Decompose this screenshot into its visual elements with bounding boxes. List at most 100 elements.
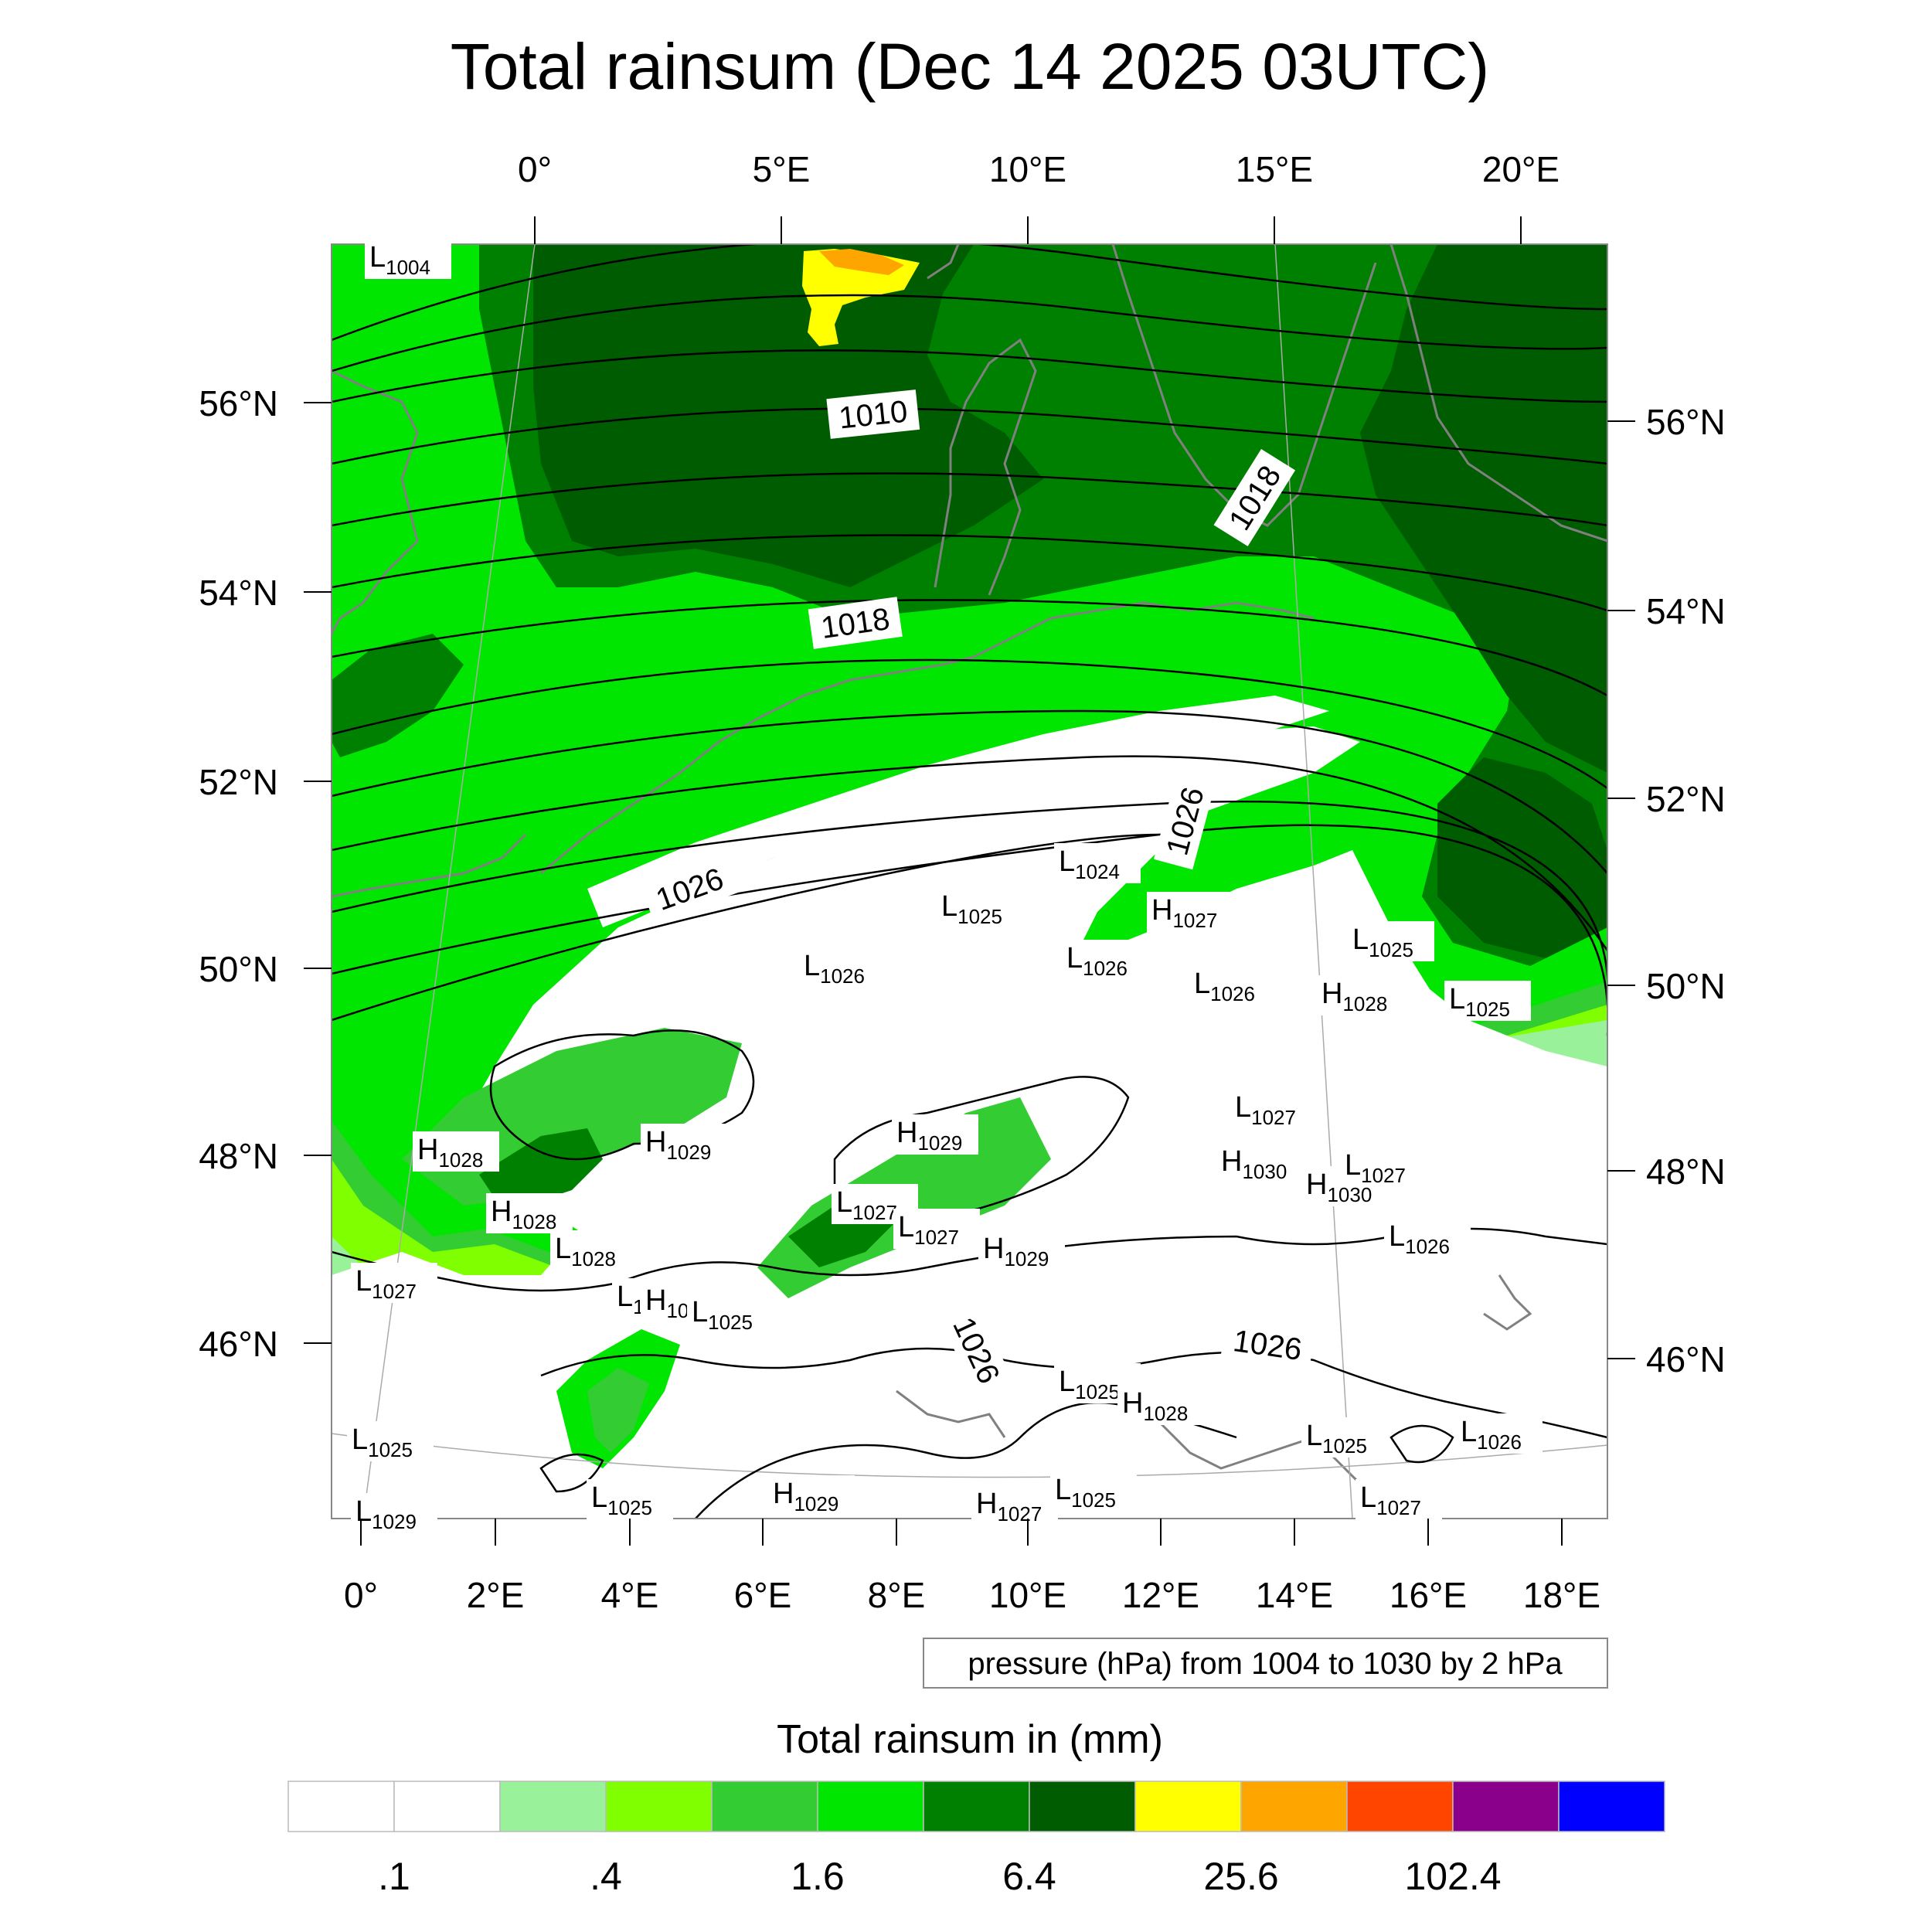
colorbar-swatch-8 — [1134, 1781, 1242, 1832]
colorbar — [287, 1781, 1665, 1832]
isobar-5 — [332, 472, 1607, 527]
colorbar-swatch-6 — [923, 1781, 1030, 1832]
left-lat-axis — [304, 402, 332, 1344]
colorbar-swatch-5 — [817, 1781, 924, 1832]
pressure-center-h-11: H1028 — [413, 1131, 499, 1172]
top-lon-label-0: 0° — [518, 149, 552, 189]
bottom-lon-axis — [360, 1519, 1563, 1546]
isobar-3 — [332, 349, 1607, 403]
pressure-center-l-22: L1026 — [1384, 1218, 1471, 1258]
meridian-0 — [362, 244, 536, 1519]
svg-text:1010: 1010 — [837, 394, 909, 435]
rain-patch-heavy-belgium — [479, 1128, 603, 1206]
coastline-norway — [927, 244, 960, 280]
left-lat-label-3: 50°N — [199, 949, 278, 989]
pressure-center-l-37: L1029 — [351, 1493, 437, 1533]
bottom-lon-label-4: 8°E — [868, 1575, 926, 1615]
contour-label-1018-a: 1018 — [808, 597, 903, 649]
isobar-11 — [332, 800, 1607, 1005]
bottom-lon-label-6: 12°E — [1122, 1575, 1199, 1615]
isobar-8 — [332, 658, 1607, 790]
left-lat-label-2: 52°N — [199, 762, 278, 802]
bottom-lon-label-5: 10°E — [989, 1575, 1066, 1615]
pressure-center-l-35: L1025 — [587, 1479, 673, 1519]
rain-patch-very-heavy-east — [1360, 244, 1607, 773]
rain-field-very-heavy — [533, 244, 1043, 587]
map-frame — [331, 243, 1608, 1519]
pressure-center-l-20: L1028 — [550, 1230, 637, 1270]
isobar-1028-blob-west — [489, 1029, 755, 1161]
left-lat-label-5: 46°N — [199, 1324, 278, 1364]
isobar-9 — [332, 709, 1607, 874]
pressure-center-label: L1025 — [591, 1481, 652, 1519]
isobar-7 — [332, 599, 1607, 697]
isobars — [332, 244, 1607, 1519]
pressure-center-l-26: L1025 — [687, 1294, 774, 1334]
pressure-center-h-3: H1027 — [1147, 892, 1233, 932]
pressure-center-l-10: L1027 — [1230, 1089, 1317, 1129]
pressure-center-l-33: L1025 — [1050, 1471, 1137, 1512]
isobar-12 — [332, 824, 1607, 1036]
meridian-15e — [1274, 244, 1353, 1519]
pressure-center-l-23: L1027 — [351, 1263, 437, 1303]
colorbar-swatch-9 — [1240, 1781, 1348, 1832]
colorbar-tick-label-3: 6.4 — [1002, 1855, 1056, 1898]
right-lat-label-2: 52°N — [1646, 779, 1726, 819]
pressure-center-l-6: L1025 — [1348, 921, 1434, 961]
pressure-center-l-19: L1027 — [893, 1209, 980, 1249]
colorbar-title: Total rainsum in (mm) — [777, 1717, 1163, 1762]
top-lon-label-4: 20°E — [1482, 149, 1560, 189]
bottom-lon-label-8: 16°E — [1389, 1575, 1467, 1615]
colorbar-tick-label-2: 1.6 — [791, 1855, 845, 1898]
pressure-center-l-7: L1026 — [1189, 965, 1276, 1005]
contour-label-1010: 1010 — [826, 389, 920, 439]
left-lat-label-4: 48°N — [199, 1136, 278, 1176]
coastline-continent — [540, 601, 1315, 875]
colorbar-swatch-12 — [1558, 1781, 1665, 1832]
bottom-lon-label-1: 2°E — [467, 1575, 525, 1615]
top-lon-axis — [534, 216, 1522, 244]
pressure-center-h-13: H1029 — [892, 1114, 978, 1155]
pressure-center-h-17: H1028 — [486, 1193, 573, 1233]
colorbar-tick-label-4: 25.6 — [1203, 1855, 1278, 1898]
pressure-center-l-4: L1026 — [799, 947, 886, 988]
isobar-1 — [332, 244, 1607, 342]
dry-band-north — [587, 696, 1329, 927]
left-lat-label-0: 56°N — [199, 383, 278, 423]
colorbar-swatch-4 — [711, 1781, 818, 1832]
rain-patch-very-heavy-se — [1437, 757, 1607, 958]
pressure-center-h-34: H1029 — [768, 1475, 855, 1515]
right-lat-axis — [1607, 420, 1635, 1359]
pressure-center-h-28: H1028 — [1117, 1385, 1204, 1425]
rain-patch-extreme-orange — [819, 249, 904, 275]
pressure-center-l-30: L1025 — [1301, 1417, 1388, 1458]
pressure-center-h-14: H1030 — [1216, 1143, 1303, 1183]
bottom-lon-label-2: 4°E — [601, 1575, 659, 1615]
colorbar-swatch-10 — [1346, 1781, 1454, 1832]
colorbar-swatch-11 — [1452, 1781, 1560, 1832]
graticule — [332, 244, 1607, 1519]
top-lon-label-3: 15°E — [1236, 149, 1313, 189]
contour-info-text: pressure (hPa) from 1004 to 1030 by 2 hP… — [968, 1647, 1563, 1681]
pressure-center-h-21: H1029 — [978, 1230, 1065, 1270]
contour-info-box: pressure (hPa) from 1004 to 1030 by 2 hP… — [923, 1638, 1608, 1689]
top-lon-label-1: 5°E — [753, 149, 811, 189]
colorbar-tick-label-5: 102.4 — [1404, 1855, 1501, 1898]
pressure-center-l-16: L1027 — [1340, 1147, 1427, 1187]
isobar-1026-west — [332, 833, 1160, 1022]
pressure-center-l-1: L1024 — [1054, 843, 1141, 883]
map-title: Total rainsum (Dec 14 2025 03UTC) — [451, 30, 1490, 103]
right-lat-label-0: 56°N — [1646, 402, 1726, 442]
parallel-45n — [332, 1433, 1607, 1478]
colorbar-swatch-2 — [499, 1781, 607, 1832]
colorbar-swatch-1 — [393, 1781, 501, 1832]
bottom-lon-label-7: 14°E — [1256, 1575, 1333, 1615]
bottom-lon-label-0: 0° — [344, 1575, 378, 1615]
pressure-center-l-29: L1025 — [347, 1421, 434, 1461]
pressure-center-l-9: L1025 — [1444, 981, 1531, 1021]
coastline-denmark — [934, 338, 1037, 596]
colorbar-swatch-0 — [287, 1781, 395, 1832]
contour-label-1026-d: 1026 — [1220, 1318, 1315, 1371]
